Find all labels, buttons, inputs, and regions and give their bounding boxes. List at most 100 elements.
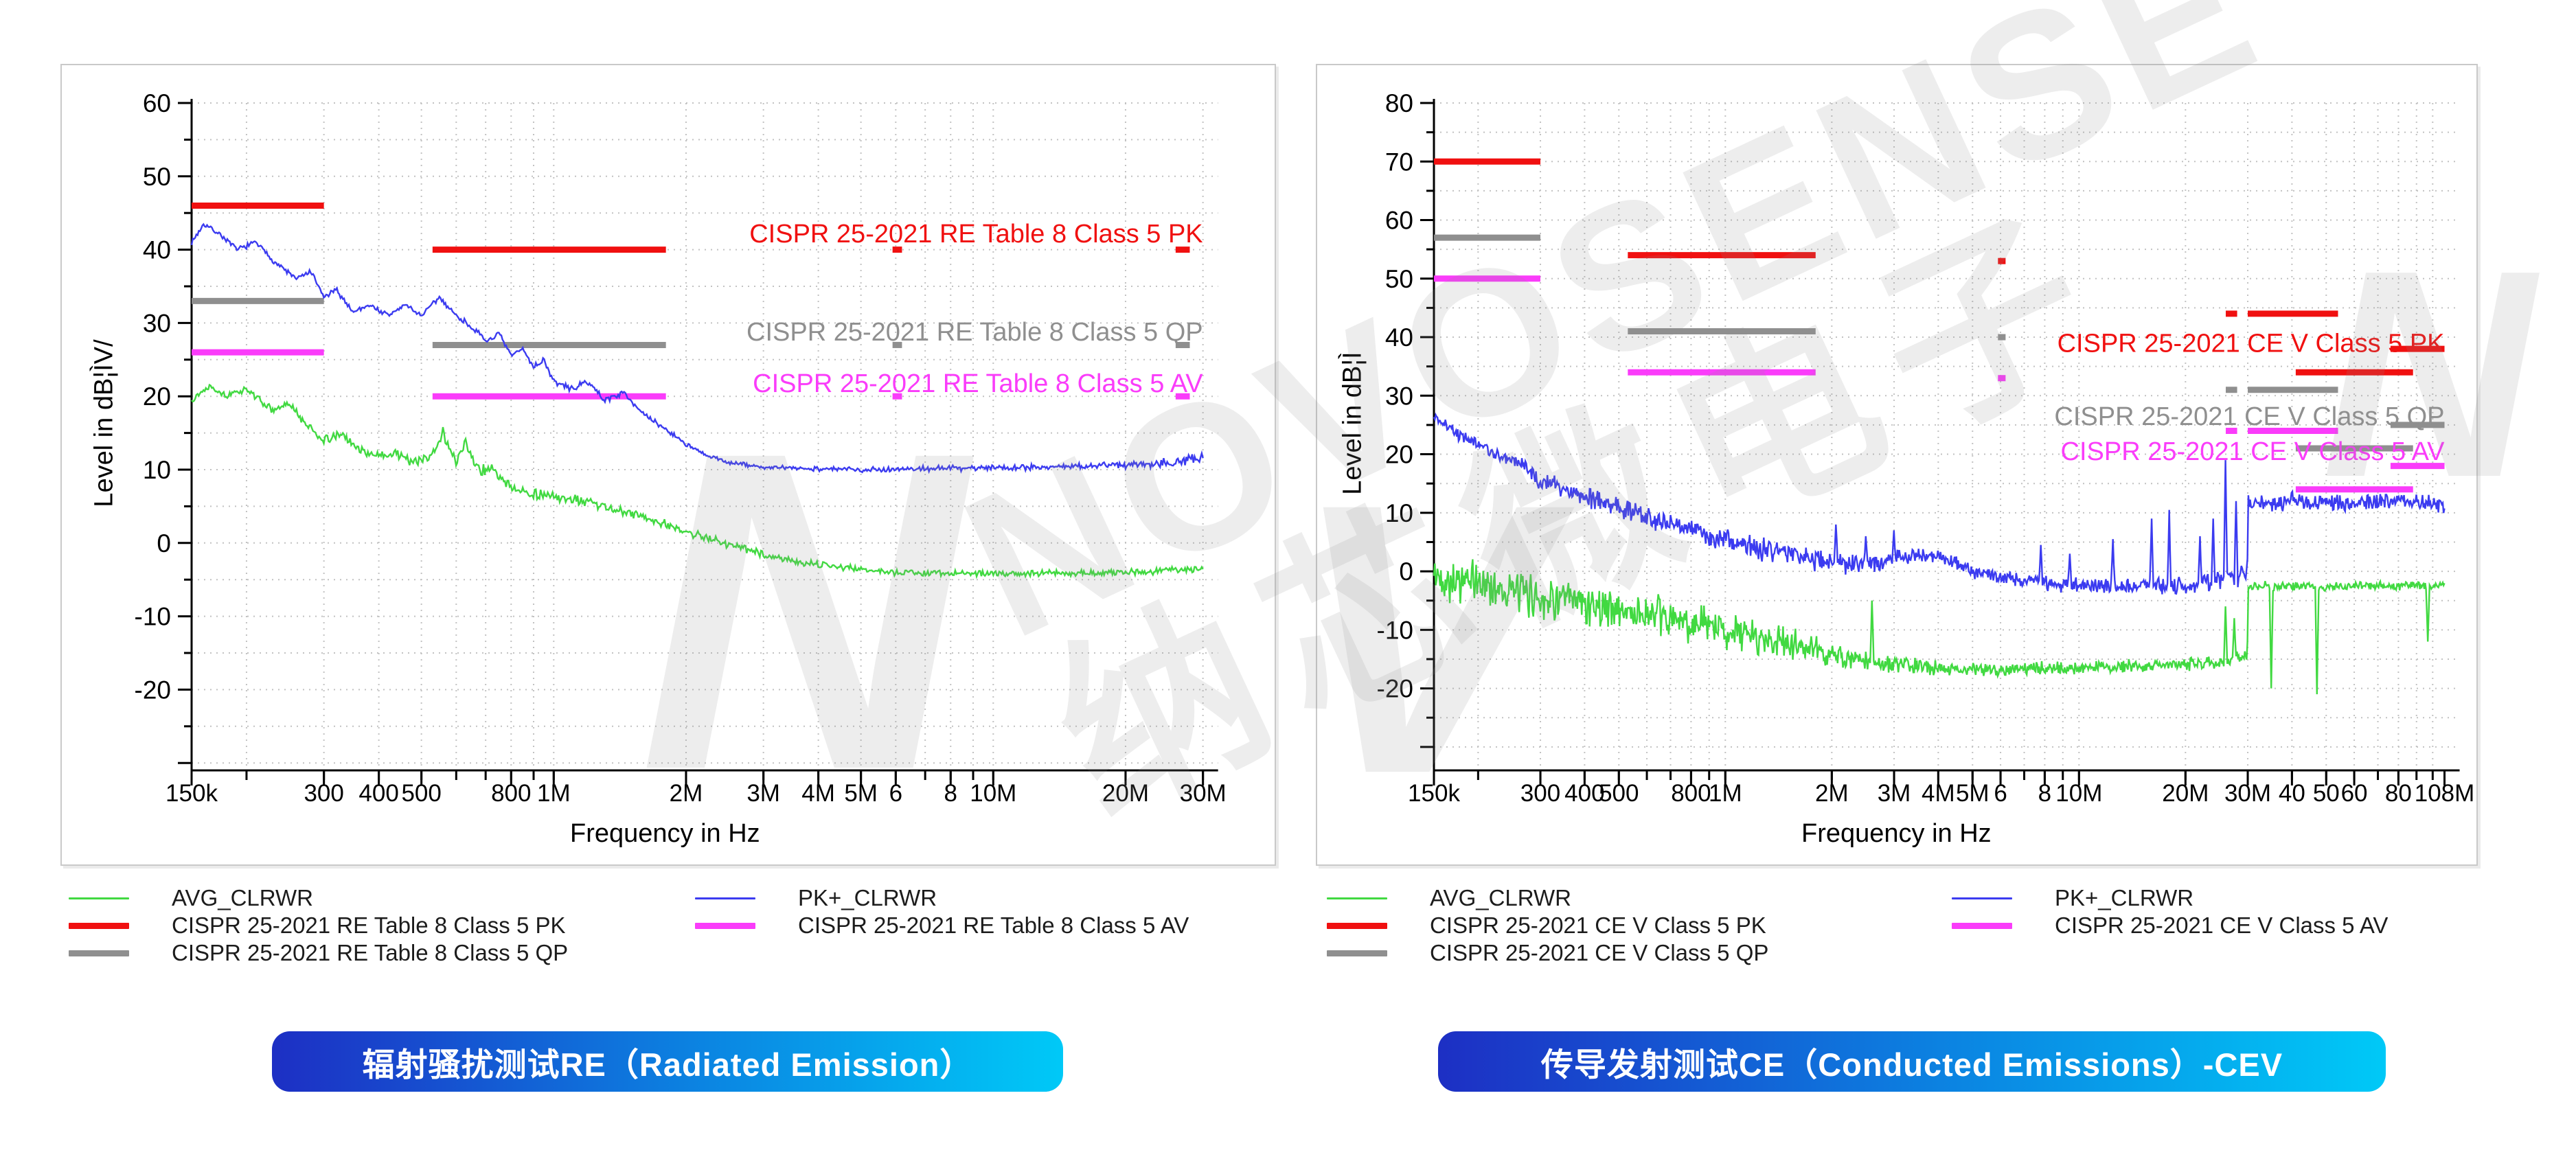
legend-label: CISPR 25-2021 CE V Class 5 PK (1430, 913, 1766, 938)
ce-legend-col2: PK+_CLRWR CISPR 25-2021 CE V Class 5 AV (1952, 884, 2388, 939)
y-tick-label: 0 (1399, 558, 1413, 586)
ce-y-axis-title: Level in dB¦Ì (1338, 352, 1367, 495)
legend-swatch-line (695, 897, 755, 899)
trace-avg-clrwr (191, 383, 1204, 580)
re-title-banner: 辐射骚扰测试RE（Radiated Emission） (272, 1031, 1063, 1092)
x-tick-label: 6 (889, 780, 902, 807)
legend-item: PK+_CLRWR (695, 884, 1189, 912)
legend-item: CISPR 25-2021 CE V Class 5 PK (1327, 912, 1768, 939)
x-tick-label: 108M (2415, 780, 2474, 807)
trace-pk-clrwr (190, 222, 1204, 474)
legend-swatch-line (695, 922, 755, 929)
re-chart-panel: 60 50 40 30 20 10 0 -10 -20 150k 300 400 500 800 1M 2M 3… (60, 64, 1276, 866)
x-tick-label: 2M (1815, 780, 1849, 807)
x-tick-label: 5M (1956, 780, 1990, 807)
legend-label: CISPR 25-2021 CE V Class 5 AV (2055, 913, 2389, 938)
legend-item: AVG_CLRWR (69, 884, 568, 912)
legend-swatch-line (1952, 897, 2012, 899)
x-tick-label: 10M (2055, 780, 2102, 807)
x-tick-label: 8 (944, 780, 957, 807)
y-tick-label: 80 (1385, 89, 1413, 117)
legend-label: CISPR 25-2021 RE Table 8 Class 5 PK (172, 913, 566, 938)
x-tick-label: 20M (2162, 780, 2209, 807)
x-tick-label: 1M (537, 780, 571, 807)
legend-item: PK+_CLRWR (1952, 884, 2388, 912)
y-tick-label: 70 (1385, 148, 1413, 176)
x-tick-label: 150k (166, 780, 218, 807)
y-tick-label: 10 (1385, 499, 1413, 527)
x-tick-label: 8 (2038, 780, 2051, 807)
y-tick-label: 50 (143, 163, 171, 191)
legend-item: CISPR 25-2021 RE Table 8 Class 5 QP (69, 939, 568, 967)
ce-chart-panel: 80 70 60 50 40 30 20 10 0 -10 -20 150k 300 400 500 800 1… (1316, 64, 2478, 866)
legend-label: CISPR 25-2021 RE Table 8 Class 5 QP (172, 940, 569, 965)
x-tick-label: 4M (801, 780, 835, 807)
legend-swatch-line (1327, 897, 1387, 899)
limit-annotation: CISPR 25-2021 RE Table 8 Class 5 AV (753, 369, 1203, 398)
x-tick-label: 400 (1564, 780, 1604, 807)
x-tick-label: 20M (1102, 780, 1149, 807)
x-tick-label: 50 (2313, 780, 2340, 807)
limit-annotation: CISPR 25-2021 RE Table 8 Class 5 QP (746, 318, 1203, 347)
y-tick-label: 40 (1385, 323, 1413, 352)
re-legend-col2: PK+_CLRWR CISPR 25-2021 RE Table 8 Class … (695, 884, 1189, 939)
x-tick-label: 150k (1408, 780, 1460, 807)
x-tick-label: 5M (844, 780, 878, 807)
x-tick-label: 3M (746, 780, 780, 807)
y-tick-label: 60 (1385, 207, 1413, 235)
y-tick-label: 20 (143, 382, 171, 411)
x-tick-label: 1M (1709, 780, 1742, 807)
re-chart: 60 50 40 30 20 10 0 -10 -20 150k 300 400 500 800 1M 2M 3… (135, 89, 1227, 807)
y-tick-label: 30 (143, 309, 171, 337)
y-tick-label: 0 (157, 529, 171, 558)
legend-swatch-line (69, 950, 129, 956)
ce-title-banner: 传导发射测试CE（Conducted Emissions）-CEV (1438, 1031, 2386, 1092)
re-y-axis-title: Level in dB¦ÌV/ (89, 339, 119, 507)
x-tick-label: 300 (304, 780, 343, 807)
legend-item: CISPR 25-2021 CE V Class 5 QP (1327, 939, 1768, 967)
re-x-axis-title: Frequency in Hz (570, 819, 760, 848)
x-tick-label: 3M (1878, 780, 1911, 807)
re-legend-col1: AVG_CLRWR CISPR 25-2021 RE Table 8 Class … (69, 884, 568, 967)
x-tick-label: 800 (491, 780, 531, 807)
legend-label: CISPR 25-2021 CE V Class 5 QP (1430, 940, 1769, 965)
legend-swatch-line (1327, 950, 1387, 956)
legend-item: CISPR 25-2021 RE Table 8 Class 5 PK (69, 912, 568, 939)
x-tick-label: 60 (2341, 780, 2368, 807)
legend-label: PK+_CLRWR (798, 885, 937, 910)
limit-annotation: CISPR 25-2021 CE V Class 5 PK (2058, 329, 2445, 358)
y-tick-label: 60 (143, 89, 171, 117)
legend-item: CISPR 25-2021 RE Table 8 Class 5 AV (695, 912, 1189, 939)
x-tick-label: 800 (1671, 780, 1711, 807)
limit-annotation: CISPR 25-2021 RE Table 8 Class 5 PK (749, 220, 1202, 249)
legend-swatch-line (69, 897, 129, 899)
legend-item: CISPR 25-2021 CE V Class 5 AV (1952, 912, 2388, 939)
ce-x-axis-title: Frequency in Hz (1801, 819, 1992, 848)
x-tick-label: 500 (1599, 780, 1639, 807)
legend-swatch-line (1327, 922, 1387, 929)
legend-label: AVG_CLRWR (172, 885, 313, 910)
x-tick-label: 30M (1180, 780, 1227, 807)
y-tick-label: 10 (143, 456, 171, 484)
y-tick-label: 40 (143, 236, 171, 264)
re-title-text: 辐射骚扰测试RE（Radiated Emission） (362, 1046, 973, 1083)
trace-pk-clrwr (1433, 412, 2446, 595)
limit-annotation: CISPR 25-2021 CE V Class 5 AV (2061, 437, 2446, 466)
x-tick-label: 6 (1994, 780, 2007, 807)
limit-annotation: CISPR 25-2021 CE V Class 5 QP (2054, 402, 2444, 431)
legend-swatch-line (1952, 922, 2012, 929)
x-tick-label: 40 (2279, 780, 2305, 807)
legend-label: PK+_CLRWR (2055, 885, 2194, 910)
legend-item: AVG_CLRWR (1327, 884, 1768, 912)
trace-avg-clrwr (1433, 559, 2446, 695)
y-tick-label: -20 (1377, 675, 1413, 703)
x-tick-label: 10M (970, 780, 1016, 807)
y-tick-label: -10 (1377, 616, 1413, 644)
x-tick-label: 300 (1520, 780, 1560, 807)
ce-legend-col1: AVG_CLRWR CISPR 25-2021 CE V Class 5 PK CI… (1327, 884, 1768, 967)
y-tick-label: -10 (135, 603, 171, 631)
legend-label: CISPR 25-2021 RE Table 8 Class 5 AV (798, 913, 1189, 938)
y-tick-label: -20 (135, 676, 171, 704)
